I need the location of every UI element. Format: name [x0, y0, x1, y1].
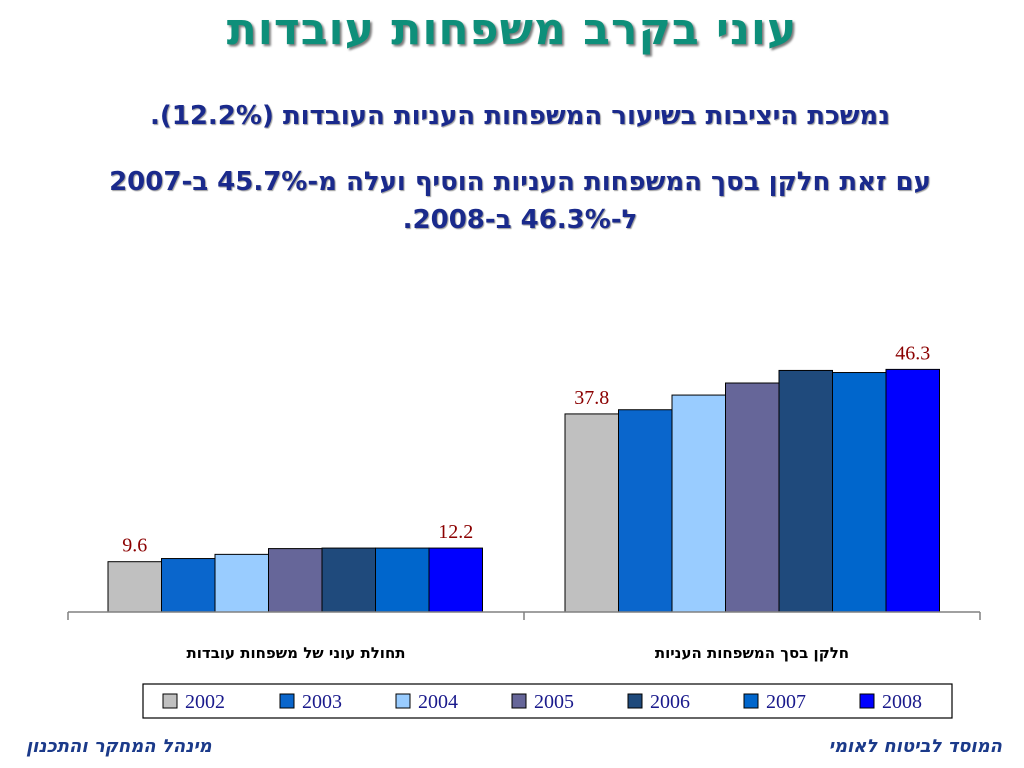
bar-chart: 9.6 12.2 37.8 46.3 תחולת עוני של משפחות עוב…	[67, 342, 981, 719]
footer-department: מינהל המחקר והתכנון	[26, 736, 212, 757]
legend-swatch-2004	[395, 693, 411, 709]
bar-2007-cat0	[375, 547, 430, 613]
bar-2004-cat1	[671, 394, 726, 613]
subtitle-line-1: נמשכת היציבות בשיעור המשפחות העניות העוב…	[149, 101, 891, 131]
legend-box	[142, 683, 953, 719]
legend-swatch-2003	[279, 693, 295, 709]
bars-group	[107, 368, 940, 613]
legend-swatch-2008	[859, 693, 875, 709]
bar-2004-cat0	[214, 553, 269, 613]
bar-2007-cat1	[832, 372, 887, 613]
legend-swatch-2002	[162, 693, 178, 709]
legend-label-2004: 2004	[418, 691, 458, 713]
data-label-2002-cat1: 37.8	[574, 387, 609, 409]
footer-institute: המוסד לביטוח לאומי	[828, 736, 1002, 757]
bar-2006-cat1	[778, 369, 833, 613]
bar-2008-cat0	[428, 547, 483, 613]
data-label-2008-cat1: 46.3	[895, 342, 930, 364]
data-label-2008-cat0: 12.2	[438, 521, 473, 543]
bar-2006-cat0	[321, 547, 376, 613]
bar-2005-cat0	[268, 548, 323, 613]
bar-2003-cat1	[618, 409, 673, 613]
data-label-2002-cat0: 9.6	[122, 535, 147, 557]
legend-swatch-2007	[743, 693, 759, 709]
subtitle-line-2: עם זאת חלקן בסך המשפחות העניות הוסיף ועל…	[109, 167, 931, 235]
legend-label-2003: 2003	[302, 691, 342, 713]
legend-label-2007: 2007	[766, 691, 806, 713]
page-title: עוני בקרב משפחות עובדות	[226, 4, 798, 55]
data-labels-group: 9.6 12.2 37.8 46.3	[122, 342, 930, 556]
x-axis: תחולת עוני של משפחות עובדות חלקן בסך המשפ…	[67, 611, 981, 662]
bar-2008-cat1	[885, 368, 940, 613]
bar-2002-cat0	[107, 561, 162, 613]
legend-swatch-2006	[627, 693, 643, 709]
legend-swatch-2005	[511, 693, 527, 709]
legend-label-2008: 2008	[882, 691, 922, 713]
bar-2002-cat1	[564, 413, 619, 613]
x-tick-label-1: חלקן בסך המשפחות העניות	[655, 644, 849, 662]
legend-label-2006: 2006	[650, 691, 690, 713]
legend-label-2005: 2005	[534, 691, 574, 713]
legend: 2002 2003 2004 2005 2006 2007 2008	[142, 683, 953, 719]
bar-2003-cat0	[161, 558, 216, 613]
bar-2005-cat1	[725, 382, 780, 613]
legend-label-2002: 2002	[185, 691, 225, 713]
x-tick-label-0: תחולת עוני של משפחות עובדות	[186, 644, 405, 662]
